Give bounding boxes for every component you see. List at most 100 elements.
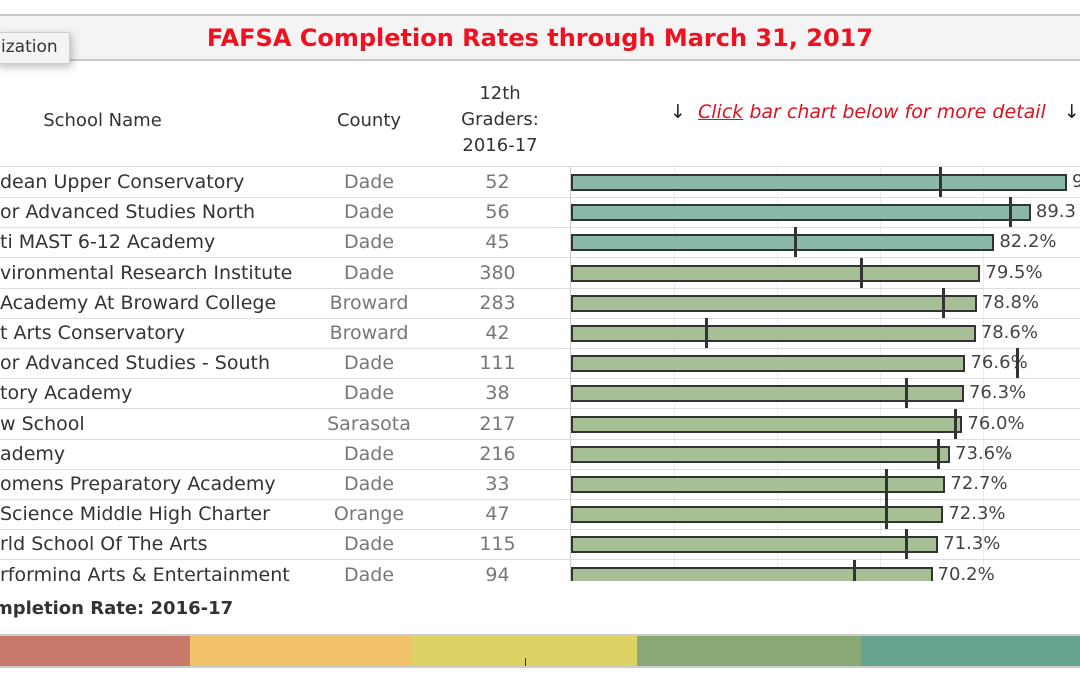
table-row[interactable]: Science Middle High Charter Orange 47 72… — [0, 499, 1080, 531]
value-label: 70.2% — [937, 563, 995, 581]
tooltip-button[interactable]: ization — [0, 32, 70, 64]
school-table: dean Upper Conservatory Dade 52 9 or Adv… — [0, 166, 1080, 581]
county: Dade — [343, 533, 395, 556]
axis-line — [570, 166, 571, 580]
legend-segment[interactable] — [861, 636, 1080, 666]
reference-line — [941, 287, 945, 318]
graders-count: 115 — [479, 533, 516, 556]
completion-bar[interactable] — [571, 294, 977, 312]
county: Dade — [343, 171, 395, 193]
graders-count: 56 — [485, 201, 510, 224]
completion-bar[interactable] — [571, 264, 981, 282]
value-label: 78.6% — [980, 322, 1038, 343]
reference-line — [904, 378, 908, 409]
value-label: 73.6% — [955, 442, 1013, 464]
reference-line — [885, 469, 889, 499]
legend-segment[interactable] — [190, 636, 412, 666]
legend-segment[interactable] — [412, 636, 637, 666]
completion-bar[interactable] — [571, 234, 995, 252]
reference-line — [885, 499, 889, 530]
table-row[interactable]: vironmental Research Institute Dade 380 … — [0, 257, 1080, 289]
table-row[interactable]: t Arts Conservatory Broward 42 78.6% — [0, 318, 1080, 349]
school-name: rld School Of The Arts — [0, 533, 208, 556]
completion-bar[interactable] — [571, 355, 966, 373]
gridline — [777, 166, 778, 580]
value-label: 9 — [1072, 171, 1080, 192]
school-name: rforming Arts & Entertainment — [0, 563, 290, 581]
reference-line — [1015, 348, 1019, 379]
county: Dade — [343, 473, 395, 495]
value-label: 71.3% — [943, 533, 1001, 555]
table-row[interactable]: or Advanced Studies - South Dade 111 76.… — [0, 348, 1080, 380]
table-row[interactable]: dean Upper Conservatory Dade 52 9 — [0, 167, 1080, 198]
down-arrow-icon: ↓ — [670, 101, 686, 123]
table-row[interactable]: ti MAST 6-12 Academy Dade 45 82.2% — [0, 227, 1080, 259]
school-name: Academy At Broward College — [0, 291, 277, 314]
reference-line — [954, 408, 958, 439]
county: Dade — [343, 231, 395, 254]
county: Broward — [329, 291, 409, 314]
hint-text: bar chart below for more detail — [743, 101, 1046, 123]
completion-bar[interactable] — [571, 445, 951, 463]
school-name: tory Academy — [0, 382, 133, 405]
gridline — [674, 166, 675, 580]
school-name: Science Middle High Charter — [0, 503, 270, 526]
graders-count: 45 — [485, 231, 510, 254]
school-name: omens Preparatory Academy — [0, 473, 276, 495]
table-row[interactable]: tory Academy Dade 38 76.3% — [0, 378, 1080, 410]
county: Orange — [333, 503, 405, 526]
graders-count: 52 — [485, 171, 510, 193]
chart-hint: ↓ Click bar chart below for more detail … — [670, 101, 1080, 123]
color-legend[interactable] — [0, 634, 1080, 668]
graders-count: 94 — [485, 563, 510, 581]
graders-count: 380 — [479, 261, 516, 284]
column-header-graders[interactable]: 12th Graders: 2016-17 — [450, 81, 550, 159]
graders-count: 216 — [479, 442, 516, 465]
county: Dade — [343, 563, 395, 581]
column-header-school-name[interactable]: School Name — [43, 110, 162, 131]
completion-bar[interactable] — [571, 566, 933, 581]
table-row[interactable]: rld School Of The Arts Dade 115 71.3% — [0, 529, 1080, 561]
reference-line — [1008, 197, 1012, 228]
completion-bar[interactable] — [571, 385, 964, 403]
legend-segment[interactable] — [637, 636, 861, 666]
value-label: 72.3% — [948, 503, 1006, 525]
completion-bar[interactable] — [571, 476, 946, 493]
graders-count: 38 — [485, 382, 510, 405]
value-label: 78.8% — [981, 291, 1039, 313]
completion-bar[interactable] — [571, 325, 976, 342]
table-row[interactable]: omens Preparatory Academy Dade 33 72.7% — [0, 469, 1080, 500]
column-header-county[interactable]: County — [336, 110, 402, 131]
completion-bar[interactable] — [571, 506, 944, 524]
table-row[interactable]: ademy Dade 216 73.6% — [0, 438, 1080, 470]
completion-bar[interactable] — [571, 174, 1067, 191]
graders-line-1: 12th — [479, 83, 521, 104]
school-name: or Advanced Studies - South — [0, 352, 270, 375]
table-row[interactable]: rforming Arts & Entertainment Dade 94 70… — [0, 559, 1080, 581]
completion-bar[interactable] — [571, 536, 939, 554]
school-name: w School — [0, 412, 85, 435]
reference-line — [938, 167, 942, 197]
legend-segment[interactable] — [0, 636, 190, 666]
completion-bar[interactable] — [571, 204, 1031, 222]
graders-count: 217 — [479, 412, 516, 435]
table-row[interactable]: w School Sarasota 217 76.0% — [0, 408, 1080, 440]
table-row[interactable]: Academy At Broward College Broward 283 7… — [0, 287, 1080, 319]
reference-line — [853, 559, 857, 581]
reference-line — [904, 529, 908, 560]
value-label: 76.6% — [970, 352, 1028, 374]
table-row[interactable]: or Advanced Studies North Dade 56 89.3 — [0, 197, 1080, 229]
school-name: t Arts Conservatory — [0, 322, 186, 344]
school-name: dean Upper Conservatory — [0, 171, 245, 193]
value-label: 76.3% — [968, 382, 1027, 404]
down-arrow-icon: ↓ — [1063, 101, 1080, 123]
click-link[interactable]: Click — [698, 101, 744, 123]
school-name: vironmental Research Institute — [0, 261, 293, 284]
graders-line-2: Graders: — [461, 109, 539, 130]
county: Dade — [343, 382, 395, 405]
gridline — [880, 166, 881, 580]
completion-bar[interactable] — [571, 415, 963, 433]
county: Sarasota — [327, 412, 411, 435]
value-label: 72.7% — [950, 473, 1008, 494]
value-label: 79.5% — [985, 261, 1043, 283]
